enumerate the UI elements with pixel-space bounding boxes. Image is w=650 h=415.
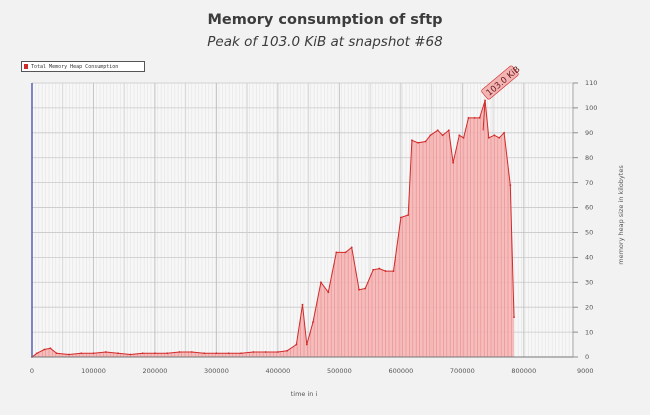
- data-point: [203, 352, 206, 355]
- data-point: [80, 352, 83, 355]
- data-point: [462, 136, 465, 139]
- y-tick-label: 50: [585, 229, 593, 237]
- data-point: [227, 352, 230, 355]
- data-point: [240, 352, 242, 355]
- data-point: [320, 281, 322, 284]
- y-tick-label: 90: [585, 129, 593, 137]
- data-point: [417, 141, 419, 144]
- data-point: [399, 216, 402, 219]
- data-point: [372, 268, 375, 271]
- y-tick-label: 30: [585, 278, 593, 286]
- data-point: [312, 321, 314, 324]
- data-point: [277, 351, 279, 353]
- data-point: [49, 347, 52, 350]
- x-tick-label: 300000: [204, 367, 229, 375]
- x-tick-label: 200000: [143, 367, 168, 375]
- y-tick-label: 10: [585, 328, 593, 336]
- y-tick-label: 80: [585, 154, 593, 162]
- data-point: [441, 134, 444, 137]
- x-tick-label: 0: [30, 367, 34, 375]
- peak-badge: [481, 65, 519, 100]
- x-tick-label: 500000: [327, 367, 352, 375]
- data-point: [509, 184, 512, 187]
- data-point: [344, 251, 347, 254]
- data-point: [447, 129, 450, 132]
- data-point: [392, 270, 395, 272]
- data-point: [493, 134, 496, 137]
- series-area: [32, 100, 514, 358]
- data-point: [327, 291, 330, 294]
- x-tick-label: 800000: [511, 367, 536, 375]
- data-point: [295, 343, 298, 346]
- x-axis-label: time in i: [291, 390, 318, 398]
- data-point: [117, 352, 119, 355]
- data-point: [166, 352, 169, 355]
- data-point: [384, 270, 387, 272]
- y-tick-label: 0: [585, 353, 589, 361]
- data-point: [358, 288, 360, 291]
- data-point: [178, 351, 181, 353]
- data-point: [364, 287, 367, 290]
- x-tick-label: 600000: [388, 367, 413, 375]
- data-point: [301, 303, 304, 306]
- y-tick-label: 60: [585, 204, 593, 212]
- chart-title: Memory consumption of sftp: [207, 12, 443, 28]
- x-tick-label: 9000: [577, 367, 594, 375]
- peak-marker: [482, 100, 486, 131]
- x-tick-label: 700000: [450, 367, 475, 375]
- x-tick-label: 100000: [81, 367, 106, 375]
- data-point: [452, 161, 455, 164]
- data-point: [264, 351, 267, 353]
- data-point: [424, 140, 427, 143]
- data-point: [305, 343, 308, 346]
- data-point: [411, 139, 413, 142]
- data-point: [407, 214, 410, 216]
- x-tick-label: 400000: [265, 367, 290, 375]
- data-point: [67, 353, 70, 356]
- data-point: [467, 116, 470, 119]
- legend-label: Total Memory Heap Consumption: [31, 63, 119, 70]
- data-point: [129, 353, 132, 356]
- data-point: [350, 246, 353, 249]
- data-point: [154, 352, 156, 355]
- data-point: [104, 351, 107, 353]
- data-point: [36, 352, 38, 355]
- y-tick-label: 100: [585, 104, 597, 112]
- data-point: [190, 351, 193, 353]
- data-point: [43, 348, 46, 351]
- y-tick-label: 70: [585, 179, 593, 187]
- data-point: [429, 134, 432, 137]
- data-point: [141, 352, 144, 355]
- data-point: [378, 267, 381, 270]
- legend: Total Memory Heap Consumption: [21, 61, 145, 72]
- data-point: [215, 352, 218, 355]
- legend-swatch: [24, 64, 28, 69]
- data-point: [458, 134, 461, 137]
- y-tick-label: 110: [585, 79, 597, 87]
- chart-subtitle: Peak of 103.0 KiB at snapshot #68: [207, 34, 443, 50]
- data-point: [478, 116, 481, 119]
- data-point: [498, 136, 501, 139]
- y-tick-label: 20: [585, 303, 593, 311]
- data-point: [436, 129, 439, 132]
- y-tick-label: 40: [585, 254, 593, 262]
- data-point: [473, 116, 476, 119]
- data-point: [503, 131, 506, 134]
- data-point: [335, 251, 338, 254]
- data-point: [487, 136, 490, 139]
- data-point: [55, 352, 58, 355]
- data-point: [286, 349, 289, 352]
- data-point: [252, 351, 255, 353]
- y-axis-label: memory heap size in kilobytes: [617, 165, 625, 265]
- data-point: [92, 352, 95, 355]
- data-point: [513, 316, 515, 319]
